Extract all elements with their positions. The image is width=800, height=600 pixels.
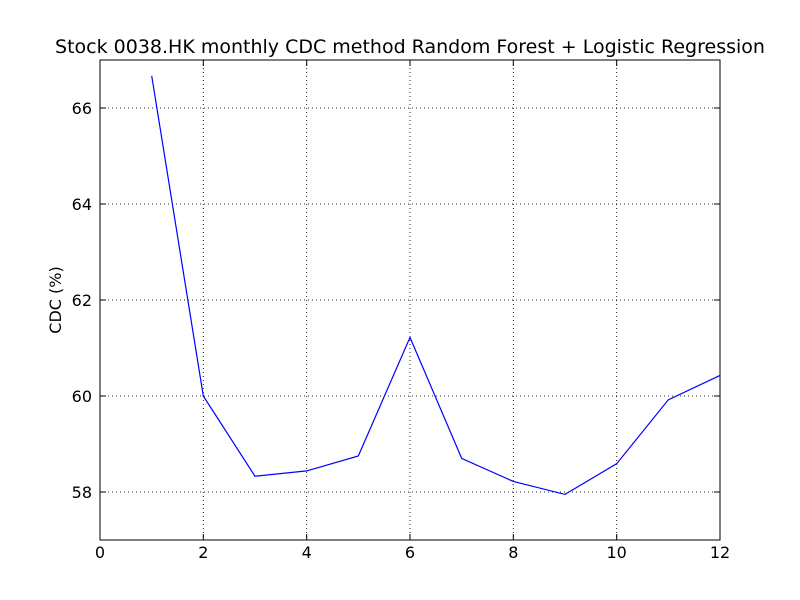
- y-axis: 58 60 62 64 66: [72, 99, 720, 502]
- data-point: [253, 474, 257, 478]
- x-tick-label: 4: [302, 543, 312, 562]
- grid-lines: [99, 60, 721, 540]
- data-point: [511, 479, 515, 483]
- y-tick-label: 66: [72, 99, 92, 118]
- chart-title: Stock 0038.HK monthly CDC method Random …: [55, 36, 765, 58]
- y-tick-label: 60: [72, 387, 92, 406]
- x-tick-label: 0: [95, 543, 105, 562]
- y-tick-label: 58: [72, 483, 92, 502]
- x-tick-label: 10: [606, 543, 626, 562]
- series-line: [151, 75, 721, 496]
- data-point: [666, 398, 670, 402]
- data-point: [615, 462, 619, 466]
- x-tick-label: 2: [198, 543, 208, 562]
- x-tick-label: 8: [508, 543, 518, 562]
- x-tick-label: 12: [710, 543, 730, 562]
- data-point: [150, 74, 154, 78]
- y-tick-label: 64: [72, 195, 92, 214]
- data-point: [718, 373, 722, 377]
- data-point: [201, 394, 205, 398]
- data-point: [563, 492, 567, 496]
- x-axis: 0 2 4 6 8 10 12: [95, 60, 730, 562]
- y-axis-label: CDC (%): [46, 266, 65, 333]
- x-tick-label: 6: [405, 543, 415, 562]
- y-tick-label: 62: [72, 291, 92, 310]
- data-series: [150, 74, 722, 496]
- data-point: [356, 454, 360, 458]
- data-point: [408, 335, 412, 339]
- data-point: [305, 469, 309, 473]
- data-point: [460, 456, 464, 460]
